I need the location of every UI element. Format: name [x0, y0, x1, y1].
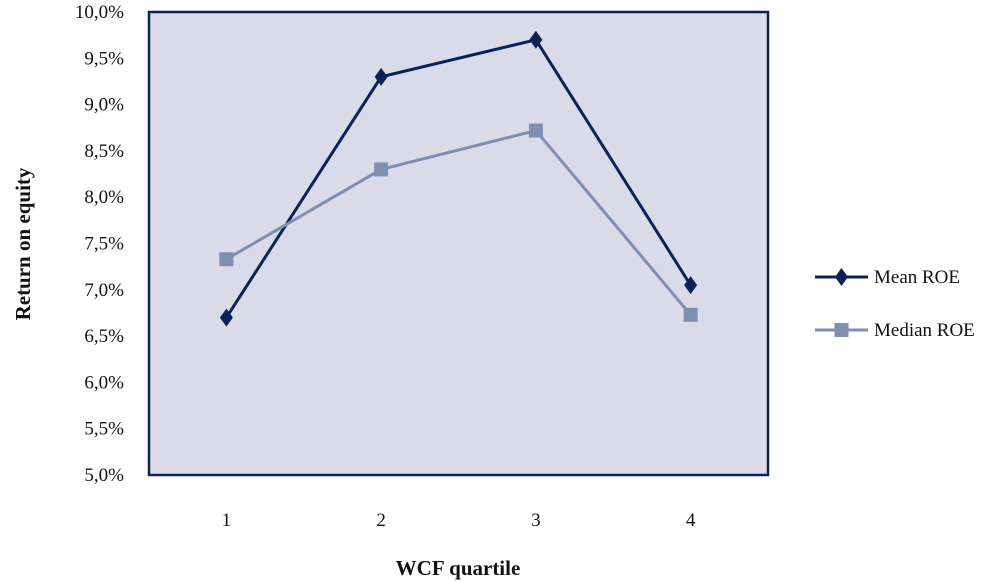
legend-marker	[834, 323, 849, 337]
y-tick-label: 10,0%	[75, 2, 124, 23]
data-point-median-roe	[374, 162, 389, 177]
x-tick-label: 4	[686, 510, 696, 531]
x-tick-label: 3	[531, 510, 541, 531]
data-point-mean-roe	[529, 30, 543, 49]
legend: Mean ROE Median ROE	[815, 267, 975, 341]
data-point-median-roe	[219, 252, 234, 267]
series-mean-roe	[219, 30, 698, 327]
series-median-roe	[219, 123, 698, 322]
legend-marker	[835, 268, 848, 286]
y-tick-label: 7,5%	[84, 234, 124, 255]
y-tick-label: 5,5%	[84, 419, 124, 440]
y-tick-label: 9,0%	[84, 95, 124, 116]
series-line-median-roe	[225, 129, 692, 316]
x-axis-title: WCF quartile	[396, 556, 521, 580]
y-tick-label: 6,5%	[84, 326, 124, 347]
y-tick-label: 7,0%	[84, 280, 124, 301]
x-tick-label: 2	[376, 510, 386, 531]
x-tick-label: 1	[222, 510, 232, 531]
legend-label: Mean ROE	[874, 267, 960, 288]
y-tick-label: 8,0%	[84, 187, 124, 208]
legend-item-median-roe: Median ROE	[815, 320, 975, 341]
series-layer	[219, 30, 698, 327]
y-axis-ticks: 5,0% 5,5% 6,0% 6,5% 7,0% 7,5% 8,0% 8,5% 9,0% 9,5%…	[75, 2, 124, 486]
data-point-median-roe	[683, 307, 698, 322]
data-point-mean-roe	[684, 276, 698, 295]
y-tick-label: 8,5%	[84, 141, 124, 162]
legend-item-mean-roe: Mean ROE	[815, 267, 960, 288]
data-point-median-roe	[528, 123, 543, 138]
y-tick-label: 5,0%	[84, 465, 124, 486]
x-axis-ticks: 1 2 3 4	[222, 510, 696, 531]
y-axis-title: Return on equity	[11, 167, 35, 320]
y-tick-label: 6,0%	[84, 372, 124, 393]
y-tick-label: 9,5%	[84, 48, 124, 69]
data-point-mean-roe	[219, 308, 233, 327]
plot-area	[147, 10, 770, 477]
legend-label: Median ROE	[874, 320, 975, 341]
series-line-mean-roe	[225, 38, 692, 319]
data-point-mean-roe	[374, 67, 388, 86]
